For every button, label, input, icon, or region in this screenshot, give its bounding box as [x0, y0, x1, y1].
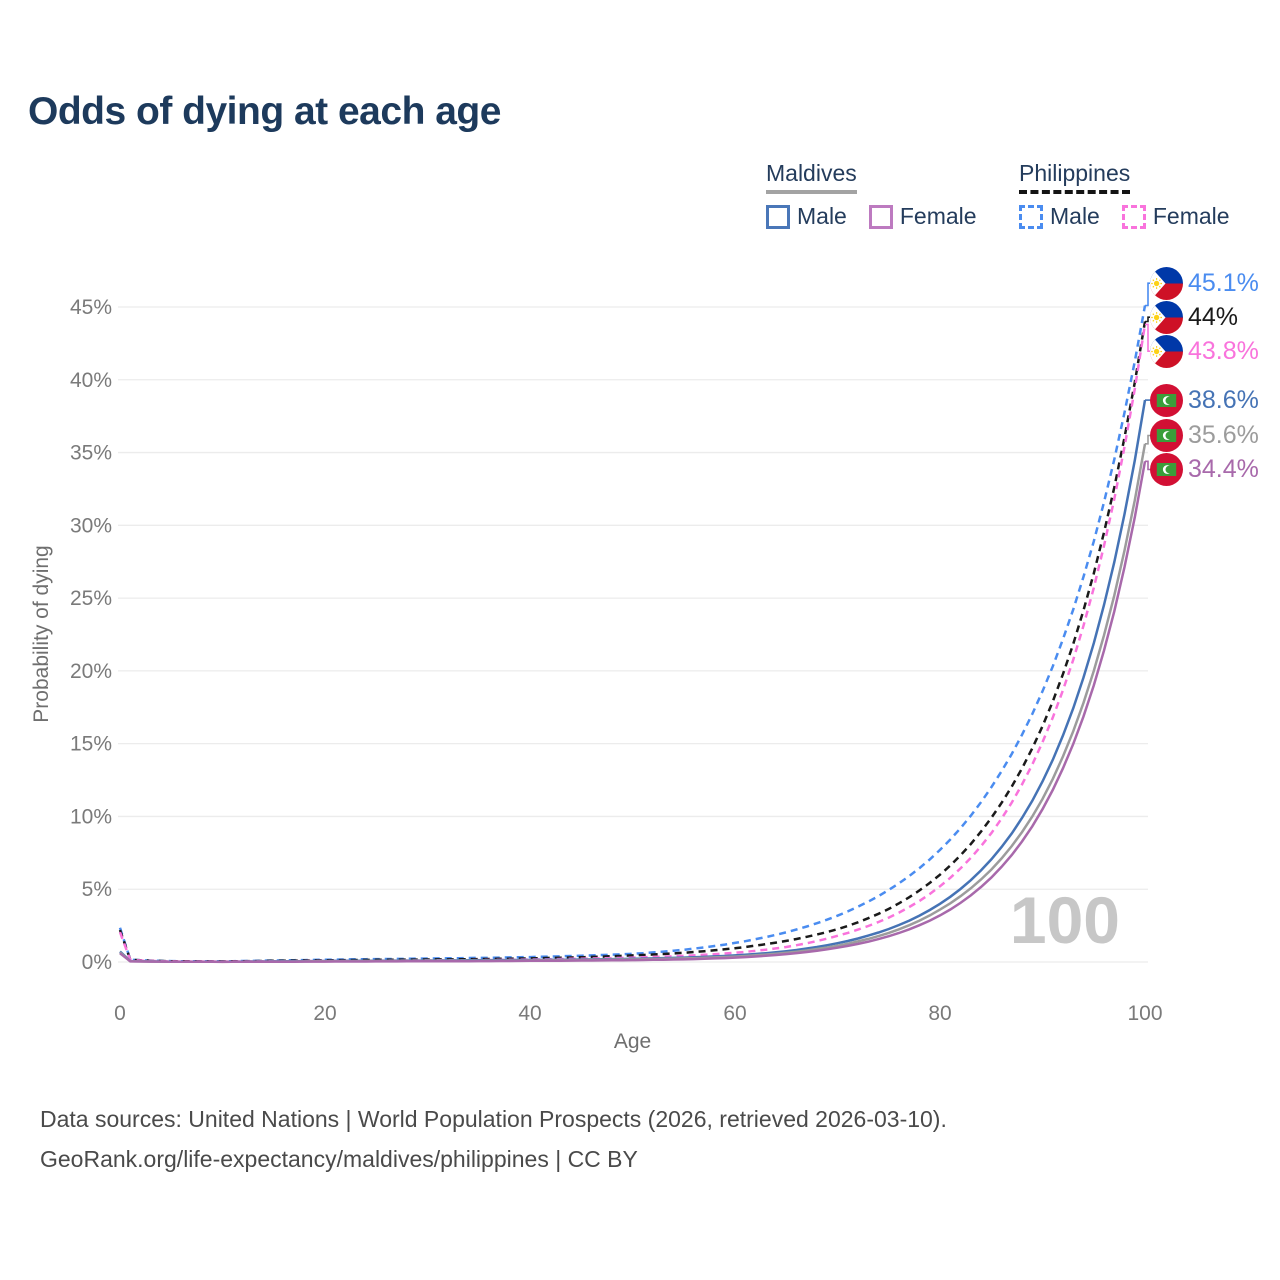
philippines-flag [1150, 266, 1183, 300]
philippines-flag-icon [1150, 334, 1183, 368]
end-label-value: 43.8% [1188, 336, 1259, 365]
page-title: Odds of dying at each age [28, 90, 501, 133]
legend-label-maldives-female[interactable]: Female [899, 203, 977, 229]
end-label-row-maldives: 35.6% [1150, 419, 1259, 452]
x-tick-label: 0 [114, 1002, 126, 1025]
series-line-philippines-female[interactable] [118, 324, 1147, 963]
series-line-maldives[interactable] [119, 443, 1147, 963]
legend-swatch-maldives-female[interactable] [868, 204, 893, 229]
legend-country-philippines[interactable]: Philippines [1019, 160, 1131, 194]
y-tick-label: 15% [70, 733, 112, 756]
x-tick-label: 20 [313, 1002, 336, 1025]
end-label-row-philippines-female: 43.8% [1150, 334, 1259, 368]
end-label-value: 45.1% [1188, 268, 1259, 297]
y-tick-label: 40% [70, 369, 112, 392]
end-label-row-maldives-male: 38.6% [1150, 383, 1259, 417]
age-watermark: 100 [1010, 883, 1120, 957]
end-label-value: 44% [1188, 302, 1239, 331]
series-line-maldives-female[interactable] [119, 461, 1147, 964]
label-connector [1145, 316, 1152, 323]
legend-swatch-philippines-female[interactable] [1121, 204, 1146, 229]
legend-label-philippines-male[interactable]: Male [1050, 203, 1100, 229]
end-label-value: 34.4% [1188, 455, 1259, 483]
x-axis-title: Age [614, 1030, 651, 1053]
x-tick-label: 100 [1127, 1002, 1162, 1025]
end-label-row-philippines-male: 45.1% [1150, 266, 1259, 300]
legend-group-philippines: Philippines Male Female [1019, 160, 1252, 230]
series-line-philippines-male[interactable] [118, 305, 1147, 963]
philippines-flag [1150, 300, 1183, 334]
y-tick-label: 20% [70, 660, 112, 683]
label-connector [1145, 282, 1152, 307]
legend-country-maldives[interactable]: Maldives [766, 160, 857, 194]
end-label-value: 38.6% [1188, 385, 1259, 414]
end-label-value: 35.6% [1188, 421, 1259, 449]
y-axis-title: Probability of dying [30, 545, 53, 722]
maldives-flag [1150, 419, 1183, 452]
legend-label-maldives-male[interactable]: Male [797, 203, 847, 229]
philippines-flag-icon [1150, 266, 1183, 300]
maldives-flag [1150, 453, 1183, 486]
series-line-philippines[interactable] [118, 321, 1147, 963]
x-tick-label: 60 [723, 1002, 746, 1025]
maldives-flag [1150, 383, 1183, 417]
y-tick-label: 30% [70, 514, 112, 537]
footer-link: GeoRank.org/life-expectancy/maldives/phi… [40, 1146, 638, 1172]
x-tick-label: 40 [518, 1002, 541, 1025]
x-tick-label: 80 [928, 1002, 951, 1025]
maldives-flag-icon [1150, 419, 1183, 452]
y-tick-label: 45% [70, 296, 112, 319]
maldives-flag-icon [1150, 383, 1183, 417]
legend-row-maldives: Male Female [766, 203, 999, 230]
maldives-flag-icon [1150, 453, 1183, 486]
end-label-row-maldives-female: 34.4% [1150, 453, 1259, 486]
legend-label-philippines-female[interactable]: Female [1152, 203, 1230, 229]
legend-swatch-philippines-male[interactable] [1019, 204, 1043, 229]
y-tick-label: 35% [70, 442, 112, 465]
legend-group-maldives: Maldives Male Female [766, 160, 999, 230]
y-tick-label: 10% [70, 805, 112, 828]
legend-swatch-maldives-male[interactable] [766, 204, 790, 229]
y-tick-label: 0% [82, 951, 112, 974]
end-label-row-philippines: 44% [1150, 300, 1239, 334]
y-tick-label: 25% [70, 587, 112, 610]
philippines-flag [1150, 334, 1183, 368]
philippines-flag-icon [1150, 300, 1183, 334]
label-connector [1145, 323, 1152, 352]
y-tick-label: 5% [82, 878, 112, 901]
footer-sources: Data sources: United Nations | World Pop… [40, 1106, 947, 1132]
legend-row-philippines: Male Female [1019, 203, 1252, 230]
